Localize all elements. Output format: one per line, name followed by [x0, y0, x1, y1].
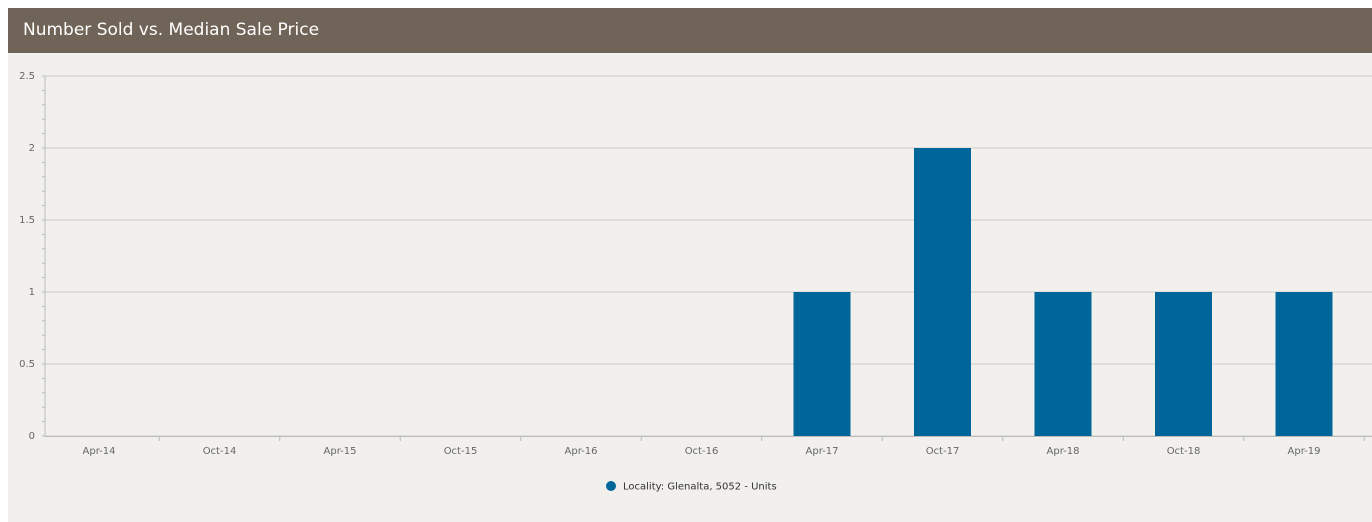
x-tick-label: Oct-14 — [203, 446, 237, 457]
bar-chart: 0 0.5 1 1.5 2 2.5 Apr-14 Oct-14 Apr-15 Oct-15 Apr-… — [19, 71, 1372, 493]
x-tick-label: Oct-18 — [1167, 446, 1201, 457]
legend-marker[interactable] — [606, 481, 616, 491]
bar-apr-18[interactable] — [1034, 292, 1092, 436]
x-tick-label: Oct-15 — [444, 446, 478, 457]
panel-header: Number Sold vs. Median Sale Price — [8, 8, 1372, 53]
x-tick-label: Apr-17 — [806, 446, 839, 457]
chart-panel: Number Sold vs. Median Sale Price 0 0.5 1 1… — [8, 8, 1372, 522]
bar-oct-17[interactable] — [914, 148, 971, 436]
x-tick-label: Apr-15 — [324, 446, 357, 457]
x-tick-label: Apr-14 — [83, 446, 116, 457]
bar-apr-19[interactable] — [1275, 292, 1333, 436]
bar-apr-17[interactable] — [793, 292, 851, 436]
y-tick-label: 1 — [29, 287, 35, 298]
bar-oct-18[interactable] — [1155, 292, 1212, 436]
y-tick-label: 1.5 — [19, 215, 35, 226]
x-tick-label: Apr-19 — [1288, 446, 1321, 457]
chart-title: Number Sold vs. Median Sale Price — [23, 20, 320, 40]
y-tick-label: 0.5 — [19, 359, 35, 370]
y-tick-label: 2.5 — [19, 71, 35, 82]
y-tick-label: 0 — [29, 431, 35, 442]
legend-label[interactable]: Locality: Glenalta, 5052 - Units — [623, 482, 777, 493]
y-tick-label: 2 — [29, 143, 35, 154]
x-tick-label: Apr-16 — [565, 446, 598, 457]
x-tick-label: Apr-18 — [1047, 446, 1080, 457]
x-tick-label: Oct-16 — [685, 446, 719, 457]
x-tick-label: Oct-17 — [926, 446, 960, 457]
